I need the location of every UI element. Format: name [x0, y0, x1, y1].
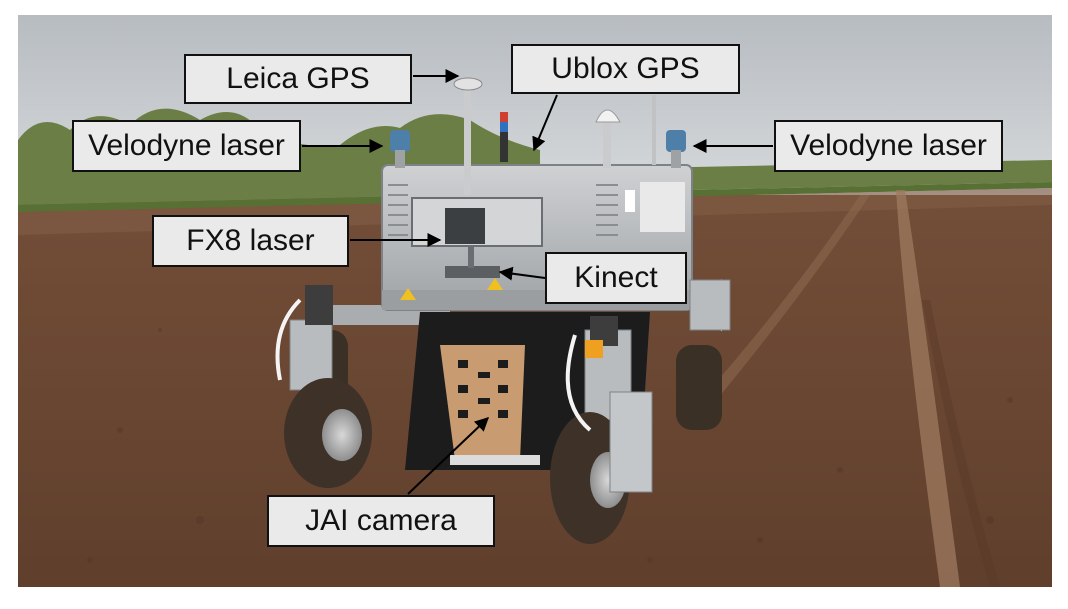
- furrow-track: [896, 190, 960, 587]
- ublox-gps-mast: [603, 118, 611, 168]
- velodyne-right-unit: [666, 130, 686, 152]
- label-kinect: Kinect: [545, 252, 687, 304]
- arrow-jai-camera: [407, 417, 490, 495]
- fx8-unit: [445, 208, 485, 244]
- photo-background: [18, 15, 1052, 587]
- ublox-gps-dome: [595, 109, 621, 123]
- arrow-ublox-gps: [532, 94, 558, 152]
- arrow-kinect: [498, 266, 546, 281]
- label-velodyne-right: Velodyne laser: [774, 120, 1003, 172]
- leica-gps-pole: [464, 85, 471, 195]
- kinect-unit: [445, 266, 500, 278]
- label-ublox-gps: Ublox GPS: [511, 44, 740, 94]
- annotation-arrows: [302, 69, 773, 495]
- label-fx8-laser: FX8 laser: [152, 215, 349, 267]
- furrow-track: [690, 195, 870, 420]
- label-leica-gps: Leica GPS: [184, 54, 412, 104]
- treeline: [18, 108, 1052, 205]
- velodyne-left-unit: [390, 130, 410, 152]
- leica-gps-antenna: [453, 77, 483, 91]
- label-velodyne-left: Velodyne laser: [72, 120, 301, 172]
- label-jai-camera: JAI camera: [267, 495, 495, 547]
- rear-wheel-right: [676, 345, 722, 430]
